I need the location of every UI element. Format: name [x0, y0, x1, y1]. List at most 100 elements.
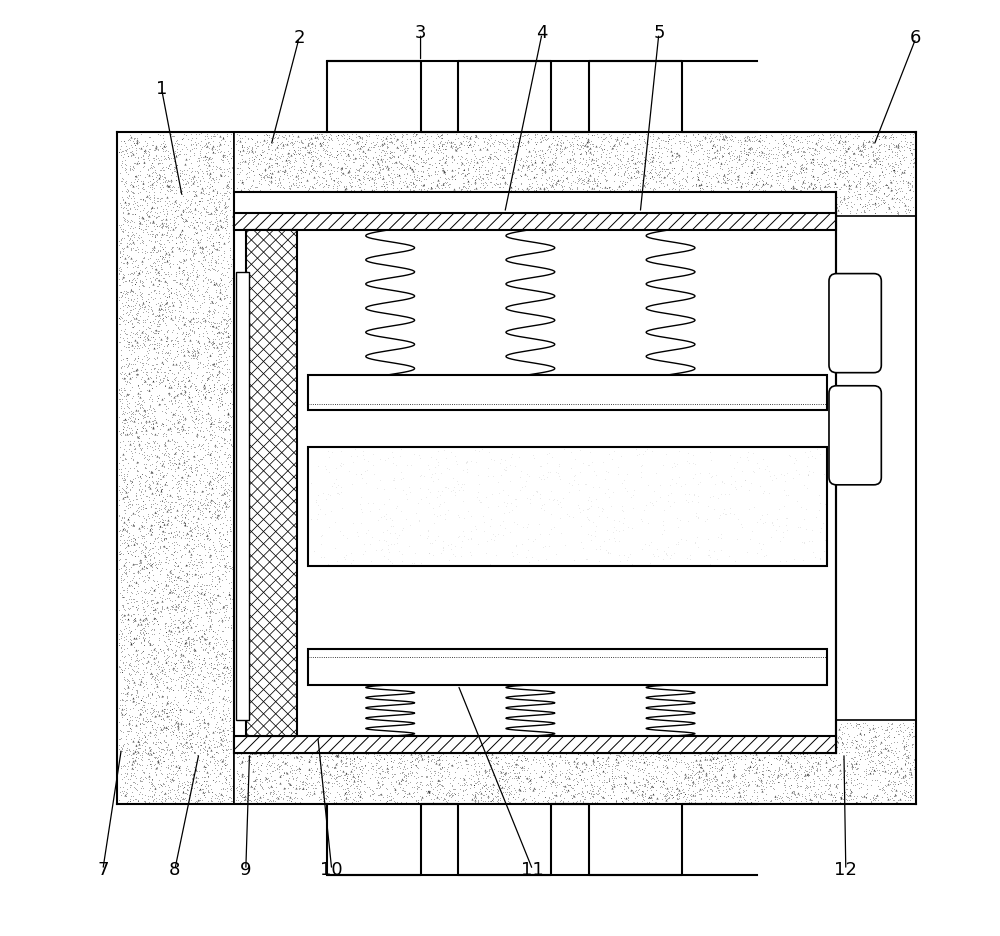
Bar	[234, 721, 916, 804]
Point	[210, 234, 226, 249]
Point	[186, 746, 202, 761]
Point	[215, 366, 231, 381]
Point	[172, 643, 188, 658]
Point	[178, 528, 194, 543]
Point	[877, 784, 893, 799]
Point	[642, 165, 658, 180]
Point	[659, 161, 675, 176]
Point	[247, 203, 263, 218]
Point	[199, 423, 215, 438]
Point	[242, 743, 258, 758]
Point	[230, 143, 246, 158]
Point	[115, 192, 131, 207]
Point	[119, 255, 135, 270]
Point	[184, 425, 200, 440]
Point	[724, 763, 740, 778]
Point	[568, 795, 584, 810]
Point	[368, 762, 384, 777]
Point	[262, 166, 278, 181]
Point	[163, 404, 179, 419]
Point	[269, 158, 285, 173]
Point	[324, 727, 340, 742]
Point	[557, 537, 573, 552]
Point	[417, 725, 433, 740]
Point	[230, 161, 246, 176]
Point	[186, 474, 202, 489]
Point	[667, 166, 683, 181]
Point	[720, 140, 736, 155]
Point	[191, 711, 207, 726]
Point	[328, 756, 344, 771]
Point	[192, 487, 208, 502]
Point	[662, 154, 678, 169]
Point	[703, 771, 719, 786]
Point	[296, 159, 312, 174]
Point	[623, 206, 639, 221]
Point	[189, 368, 205, 383]
Point	[200, 130, 216, 145]
Point	[552, 141, 568, 156]
Point	[611, 191, 627, 206]
Point	[746, 203, 762, 218]
Point	[843, 755, 859, 770]
Point	[805, 464, 821, 479]
Point	[407, 161, 423, 176]
Point	[158, 554, 174, 569]
Point	[322, 488, 338, 503]
Point	[239, 144, 255, 159]
Point	[178, 673, 194, 688]
Point	[173, 183, 189, 197]
Point	[391, 183, 407, 198]
Point	[183, 173, 199, 188]
Point	[878, 128, 894, 143]
Point	[549, 778, 565, 793]
Point	[543, 174, 559, 189]
Point	[717, 730, 733, 745]
Point	[397, 140, 413, 155]
Point	[719, 778, 735, 793]
Point	[179, 671, 195, 686]
Point	[137, 744, 153, 759]
Point	[176, 638, 192, 653]
Point	[787, 733, 803, 748]
Point	[837, 775, 853, 790]
Point	[768, 522, 784, 537]
Point	[311, 158, 327, 173]
Point	[281, 153, 297, 168]
Point	[162, 698, 178, 713]
Point	[565, 187, 581, 202]
Point	[647, 160, 663, 175]
Point	[906, 141, 922, 156]
Point	[519, 738, 535, 753]
Point	[570, 740, 586, 755]
Point	[203, 450, 219, 465]
Point	[141, 294, 157, 309]
Point	[868, 154, 884, 168]
Point	[340, 729, 356, 744]
Point	[658, 161, 674, 176]
Point	[130, 268, 146, 283]
Point	[371, 761, 387, 776]
Point	[354, 130, 370, 145]
Point	[386, 199, 402, 214]
Point	[878, 749, 894, 764]
Point	[463, 771, 479, 786]
Point	[134, 370, 150, 385]
Point	[171, 568, 187, 583]
Point	[206, 378, 222, 393]
Point	[799, 739, 815, 753]
Point	[815, 738, 831, 753]
Point	[177, 518, 193, 533]
Point	[151, 510, 167, 525]
Point	[467, 128, 483, 143]
Point	[795, 736, 811, 751]
Point	[146, 610, 162, 625]
Point	[151, 273, 167, 288]
Point	[433, 718, 449, 733]
Point	[470, 200, 486, 215]
Point	[126, 580, 142, 595]
Point	[311, 152, 327, 167]
Point	[785, 471, 801, 486]
Point	[189, 430, 205, 445]
Point	[660, 752, 676, 767]
